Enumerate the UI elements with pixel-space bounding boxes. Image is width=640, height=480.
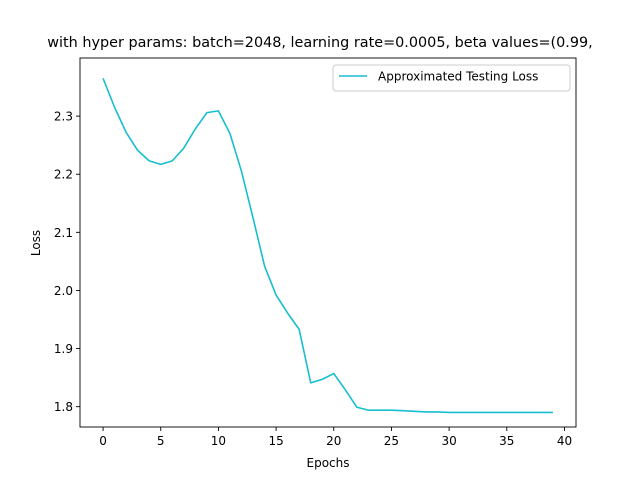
y-tick-label: 2.0 [54,284,73,298]
x-tick-label: 30 [441,434,456,448]
y-tick-label: 2.3 [54,110,73,124]
x-tick-label: 35 [499,434,514,448]
x-tick-label: 10 [211,434,226,448]
y-tick-label: 1.9 [54,342,73,356]
series-line-0 [102,78,553,414]
y-tick-label: 2.2 [54,168,73,182]
x-axis-ticks: 0 5 10 15 20 25 30 35 40 [99,427,572,448]
x-tick-label: 5 [157,434,165,448]
y-tick-label: 2.1 [54,226,73,240]
plot-frame [79,57,577,428]
legend-box [332,64,571,92]
x-tick-label: 0 [99,434,107,448]
x-axis-label: Epochs [307,456,350,470]
y-tick-label: 1.8 [54,400,73,414]
x-tick-label: 15 [268,434,283,448]
x-tick-label: 25 [384,434,399,448]
x-tick-label: 40 [557,434,572,448]
x-tick-label: 20 [326,434,341,448]
legend-label: Approximated Testing Loss [378,70,538,84]
y-axis-ticks: 1.8 1.9 2.0 2.1 2.2 2.3 [54,110,80,414]
legend: Approximated Testing Loss [332,64,571,92]
series-layer [102,78,553,414]
chart-title: with hyper params: batch=2048, learning … [47,35,593,51]
y-axis-label: Loss [29,230,43,256]
